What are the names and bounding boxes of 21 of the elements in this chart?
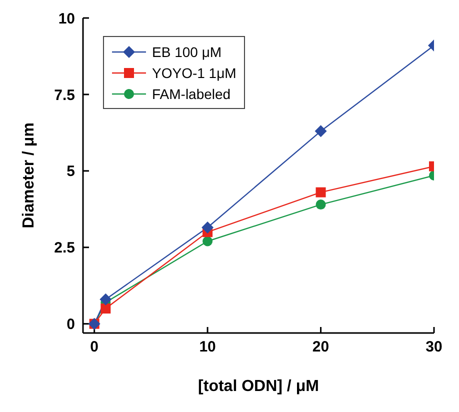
y-axis-title: Diameter / μm: [20, 122, 38, 228]
point: [100, 293, 112, 306]
x-tick-label: 20: [312, 338, 330, 356]
point: [314, 125, 327, 138]
legend-label: YOYO-1 1μM: [152, 64, 236, 80]
y-tick-label: 7.5: [54, 86, 75, 104]
point: [202, 221, 214, 234]
x-tick-label: 30: [426, 338, 442, 356]
legend-label: EB 100 μM: [152, 44, 222, 60]
y-tick-label: 0: [66, 316, 75, 334]
legend-label: FAM-labeled: [152, 86, 231, 102]
point: [100, 304, 111, 314]
point: [316, 200, 326, 210]
y-tick-label: 10: [58, 10, 75, 28]
x-axis-title: [total ODN] / μM: [198, 378, 319, 395]
y-tick-label: 2.5: [54, 240, 75, 257]
x-tick-label: 10: [199, 338, 216, 356]
y-tick-label: 5: [66, 163, 75, 180]
x-tick-label: 0: [90, 338, 98, 356]
point: [202, 236, 213, 246]
point: [316, 187, 326, 198]
